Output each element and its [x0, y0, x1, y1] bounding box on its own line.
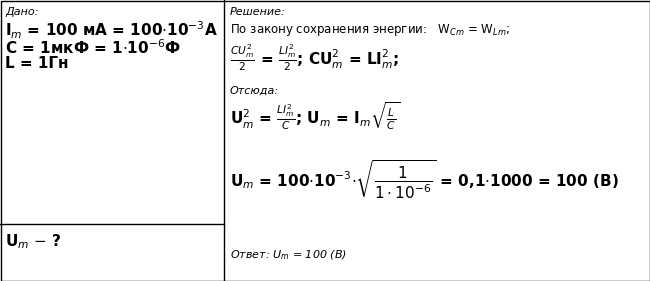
Text: Отсюда:: Отсюда: — [230, 86, 279, 96]
Text: U$_m$ $-$ ?: U$_m$ $-$ ? — [5, 232, 62, 251]
Text: Решение:: Решение: — [230, 7, 286, 17]
Text: $\frac{CU_m^2}{2}$ = $\frac{LI_m^2}{2}$; CU$_m^2$ = LI$_m^2$;: $\frac{CU_m^2}{2}$ = $\frac{LI_m^2}{2}$;… — [230, 42, 399, 72]
Text: Ответ: U$_m$ = 100 (В): Ответ: U$_m$ = 100 (В) — [230, 248, 347, 262]
Text: По закону сохранения энергии:   W$_{Cm}$ = W$_{Lm}$;: По закону сохранения энергии: W$_{Cm}$ =… — [230, 22, 510, 38]
Text: L = 1Гн: L = 1Гн — [5, 56, 68, 71]
Text: U$_m^2$ = $\frac{LI_m^2}{C}$; U$_m$ = I$_m$$\sqrt{\frac{L}{C}}$: U$_m^2$ = $\frac{LI_m^2}{C}$; U$_m$ = I$… — [230, 100, 400, 132]
Text: U$_m$ = 100$\cdot$10$^{-3}$$\cdot$$\sqrt{\dfrac{1}{1\cdot10^{-6}}}$ = 0,1$\cdot$: U$_m$ = 100$\cdot$10$^{-3}$$\cdot$$\sqrt… — [230, 158, 619, 200]
Text: Дано:: Дано: — [5, 7, 38, 17]
Text: I$_m$ = 100 мА = 100$\cdot$10$^{-3}$А: I$_m$ = 100 мА = 100$\cdot$10$^{-3}$А — [5, 20, 218, 41]
Text: C = 1мкФ = 1$\cdot$10$^{-6}$Ф: C = 1мкФ = 1$\cdot$10$^{-6}$Ф — [5, 38, 181, 57]
